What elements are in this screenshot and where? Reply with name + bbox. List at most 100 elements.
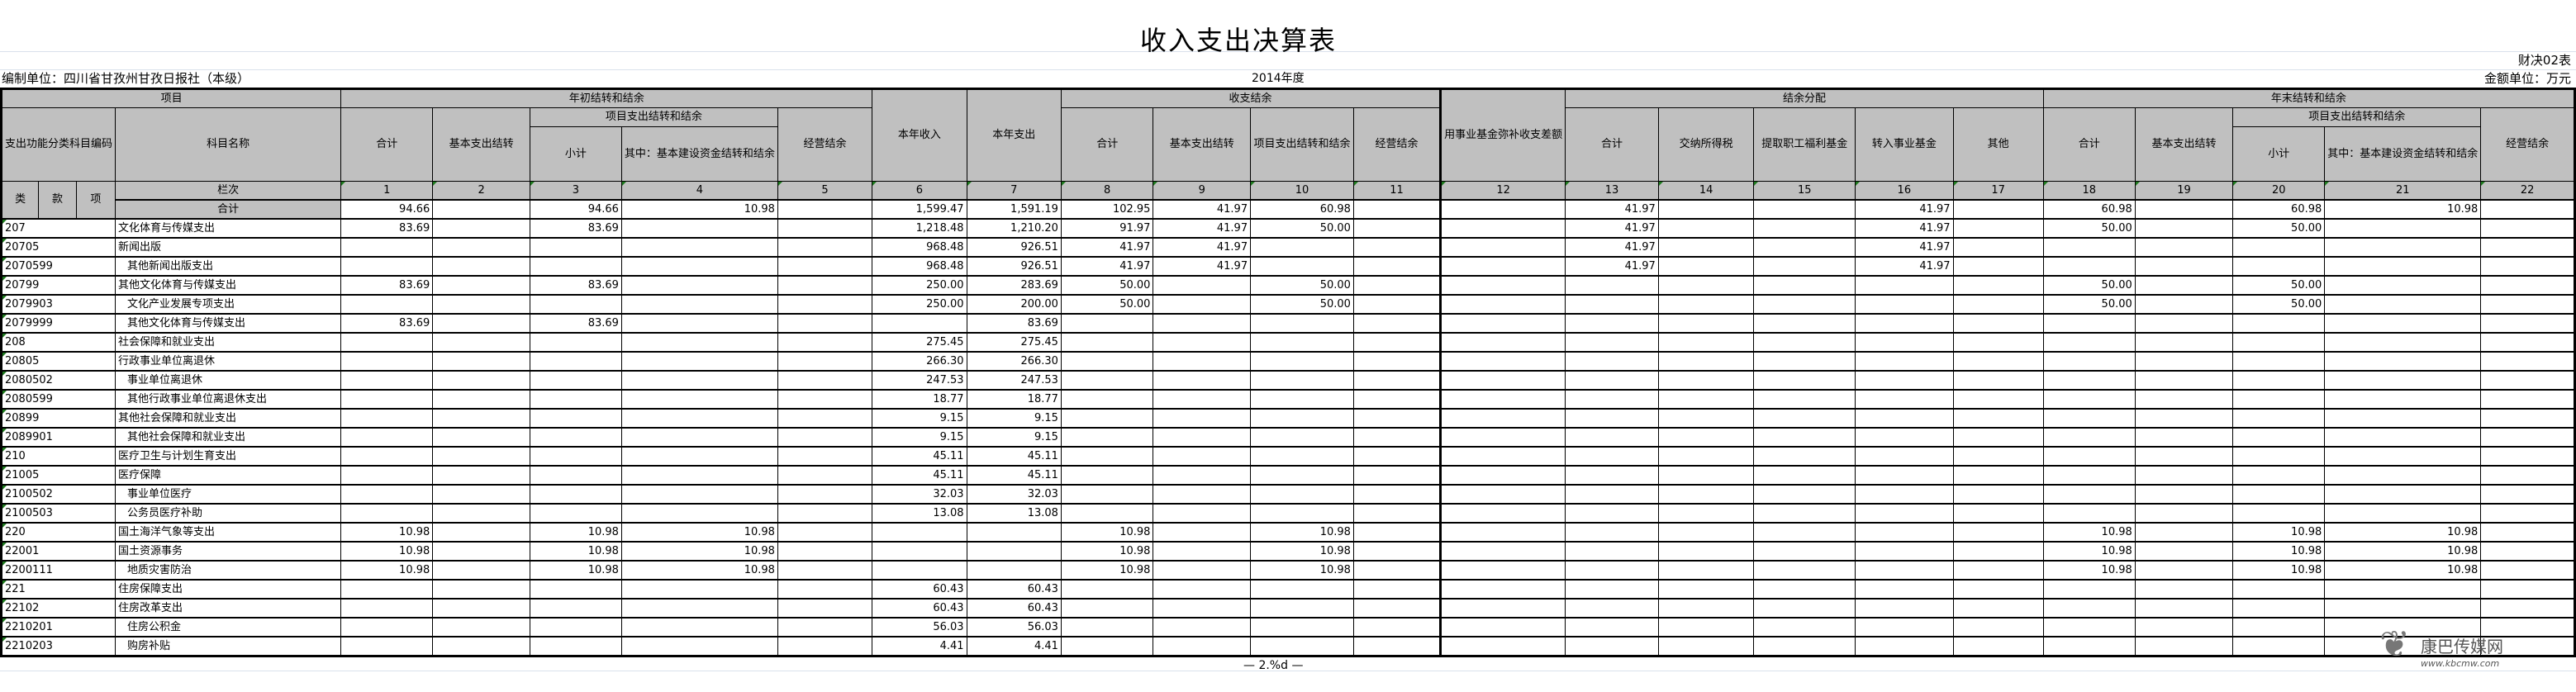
value-cell-col-4[interactable] — [620, 256, 778, 277]
value-cell-col-13[interactable]: 41.97 — [1565, 256, 1659, 277]
value-cell-col-7[interactable]: 275.45 — [966, 332, 1062, 353]
value-cell-col-17[interactable] — [1952, 598, 2044, 619]
value-cell-col-2[interactable] — [432, 313, 530, 334]
value-cell-col-7[interactable] — [966, 560, 1062, 581]
value-cell-col-20[interactable]: 50.00 — [2232, 218, 2326, 239]
value-cell-col-21[interactable] — [2324, 484, 2482, 505]
value-cell-col-20[interactable] — [2232, 484, 2326, 505]
total-cell-col-9[interactable]: 41.97 — [1153, 199, 1252, 220]
value-cell-col-9[interactable] — [1153, 313, 1252, 334]
value-cell-col-6[interactable]: 45.11 — [872, 465, 967, 486]
value-cell-col-6[interactable]: 275.45 — [872, 332, 967, 353]
value-cell-col-15[interactable] — [1753, 256, 1856, 277]
value-cell-col-19[interactable] — [2134, 503, 2234, 524]
value-cell-col-12[interactable] — [1439, 332, 1566, 353]
value-cell-col-4[interactable] — [620, 389, 778, 410]
value-cell-col-22[interactable] — [2480, 370, 2575, 391]
total-cell-col-5[interactable] — [777, 199, 873, 220]
subject-name[interactable]: 文化体育与传媒支出 — [115, 218, 342, 239]
value-cell-col-11[interactable] — [1352, 579, 1442, 600]
value-cell-col-8[interactable] — [1060, 351, 1154, 372]
value-cell-col-4[interactable] — [620, 237, 778, 258]
value-cell-col-10[interactable]: 10.98 — [1250, 560, 1354, 581]
value-cell-col-18[interactable] — [2042, 237, 2136, 258]
value-cell-col-15[interactable] — [1753, 370, 1856, 391]
value-cell-col-1[interactable]: 83.69 — [340, 275, 434, 296]
value-cell-col-18[interactable] — [2042, 389, 2136, 410]
value-cell-col-19[interactable] — [2134, 579, 2234, 600]
value-cell-col-2[interactable] — [432, 503, 530, 524]
value-cell-col-18[interactable]: 50.00 — [2042, 294, 2136, 315]
value-cell-col-14[interactable] — [1657, 275, 1755, 296]
value-cell-col-2[interactable] — [432, 560, 530, 581]
value-cell-col-19[interactable] — [2134, 598, 2234, 619]
value-cell-col-14[interactable] — [1657, 522, 1755, 543]
value-cell-col-6[interactable]: 4.41 — [872, 636, 967, 656]
value-cell-col-17[interactable] — [1952, 332, 2044, 353]
value-cell-col-10[interactable]: 10.98 — [1250, 522, 1354, 543]
value-cell-col-20[interactable] — [2232, 408, 2326, 429]
value-cell-col-16[interactable] — [1855, 389, 1954, 410]
total-cell-col-22[interactable] — [2480, 199, 2575, 220]
value-cell-col-12[interactable] — [1439, 446, 1566, 467]
value-cell-col-15[interactable] — [1753, 522, 1856, 543]
subject-name[interactable]: 事业单位离退休 — [115, 370, 342, 391]
value-cell-col-11[interactable] — [1352, 218, 1442, 239]
subject-code[interactable]: 208 — [0, 332, 116, 353]
value-cell-col-21[interactable]: 10.98 — [2324, 560, 2482, 581]
value-cell-col-5[interactable] — [777, 636, 873, 656]
value-cell-col-2[interactable] — [432, 237, 530, 258]
value-cell-col-8[interactable] — [1060, 579, 1154, 600]
value-cell-col-14[interactable] — [1657, 560, 1755, 581]
value-cell-col-11[interactable] — [1352, 503, 1442, 524]
value-cell-col-10[interactable] — [1250, 313, 1354, 334]
total-cell-col-8[interactable]: 102.95 — [1060, 199, 1154, 220]
value-cell-col-9[interactable] — [1153, 389, 1252, 410]
subject-name[interactable]: 新闻出版 — [115, 237, 342, 258]
value-cell-col-3[interactable] — [529, 598, 622, 619]
value-cell-col-17[interactable] — [1952, 237, 2044, 258]
value-cell-col-7[interactable]: 13.08 — [966, 503, 1062, 524]
value-cell-col-1[interactable]: 10.98 — [340, 541, 434, 562]
value-cell-col-5[interactable] — [777, 389, 873, 410]
value-cell-col-7[interactable]: 45.11 — [966, 465, 1062, 486]
value-cell-col-8[interactable]: 10.98 — [1060, 541, 1154, 562]
value-cell-col-10[interactable]: 50.00 — [1250, 294, 1354, 315]
total-cell-col-16[interactable]: 41.97 — [1855, 199, 1954, 220]
value-cell-col-8[interactable] — [1060, 465, 1154, 486]
total-cell-col-15[interactable] — [1753, 199, 1856, 220]
value-cell-col-4[interactable]: 10.98 — [620, 522, 778, 543]
value-cell-col-2[interactable] — [432, 389, 530, 410]
subject-name[interactable]: 公务员医疗补助 — [115, 503, 342, 524]
value-cell-col-5[interactable] — [777, 484, 873, 505]
subject-code[interactable]: 210 — [0, 446, 116, 467]
value-cell-col-15[interactable] — [1753, 465, 1856, 486]
value-cell-col-15[interactable] — [1753, 408, 1856, 429]
value-cell-col-6[interactable]: 9.15 — [872, 408, 967, 429]
value-cell-col-19[interactable] — [2134, 256, 2234, 277]
value-cell-col-14[interactable] — [1657, 237, 1755, 258]
subject-code[interactable]: 20899 — [0, 408, 116, 429]
value-cell-col-9[interactable] — [1153, 484, 1252, 505]
value-cell-col-17[interactable] — [1952, 408, 2044, 429]
value-cell-col-19[interactable] — [2134, 408, 2234, 429]
value-cell-col-6[interactable]: 250.00 — [872, 275, 967, 296]
value-cell-col-11[interactable] — [1352, 484, 1442, 505]
value-cell-col-8[interactable]: 41.97 — [1060, 256, 1154, 277]
value-cell-col-17[interactable] — [1952, 313, 2044, 334]
value-cell-col-14[interactable] — [1657, 579, 1755, 600]
value-cell-col-6[interactable] — [872, 313, 967, 334]
subject-name[interactable]: 住房公积金 — [115, 617, 342, 637]
value-cell-col-14[interactable] — [1657, 484, 1755, 505]
value-cell-col-5[interactable] — [777, 351, 873, 372]
value-cell-col-4[interactable] — [620, 294, 778, 315]
value-cell-col-22[interactable] — [2480, 427, 2575, 448]
value-cell-col-8[interactable]: 10.98 — [1060, 522, 1154, 543]
value-cell-col-4[interactable] — [620, 636, 778, 656]
value-cell-col-18[interactable] — [2042, 503, 2136, 524]
subject-code[interactable]: 2089901 — [0, 427, 116, 448]
value-cell-col-14[interactable] — [1657, 598, 1755, 619]
value-cell-col-22[interactable] — [2480, 522, 2575, 543]
value-cell-col-19[interactable] — [2134, 389, 2234, 410]
value-cell-col-8[interactable] — [1060, 484, 1154, 505]
